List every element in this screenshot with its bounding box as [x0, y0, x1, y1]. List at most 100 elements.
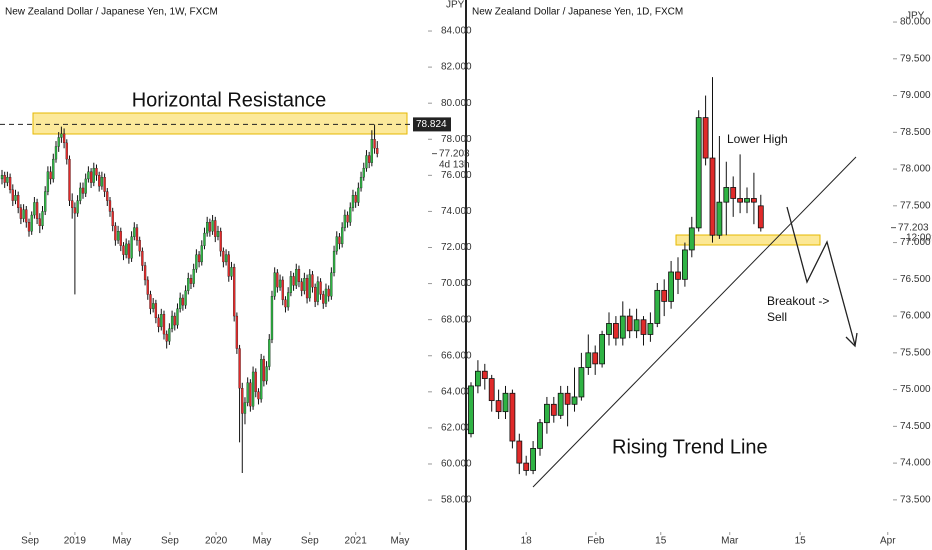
- candle: [160, 308, 163, 331]
- y-tick-label: 74.500: [900, 421, 931, 432]
- y-tick-label: 79.000: [900, 90, 931, 101]
- candle: [8, 173, 12, 194]
- candle: [509, 389, 516, 449]
- candle-body: [537, 422, 543, 449]
- candle-body: [68, 158, 71, 201]
- candle: [351, 189, 355, 212]
- candle: [330, 267, 333, 300]
- candle: [184, 285, 187, 309]
- candle: [206, 216, 209, 237]
- candle-body: [702, 117, 709, 159]
- candle-body: [303, 278, 306, 291]
- candle: [98, 171, 101, 192]
- candle-body: [300, 281, 303, 291]
- candle: [195, 249, 198, 273]
- candle-body: [160, 314, 163, 328]
- candle: [127, 240, 131, 264]
- x-tick-label: 2020: [205, 536, 228, 547]
- candle: [73, 202, 77, 295]
- candle-body: [723, 187, 730, 203]
- candle: [222, 247, 225, 268]
- candle: [60, 126, 63, 143]
- countdown: 12:00:43: [906, 232, 932, 243]
- candle: [211, 215, 214, 235]
- candle-body: [203, 232, 206, 246]
- candle: [41, 206, 44, 230]
- candle-body: [341, 227, 344, 245]
- candle-body: [243, 402, 247, 414]
- candle: [49, 166, 52, 185]
- x-tick-label: 2021: [345, 536, 368, 547]
- candle-body: [119, 231, 122, 246]
- candle-body: [370, 139, 374, 163]
- candle: [324, 283, 328, 308]
- candle-body: [633, 319, 640, 332]
- candle-body: [0, 175, 4, 180]
- candle: [68, 155, 71, 207]
- candle-body: [376, 148, 379, 154]
- y-tick-label: 76.000: [900, 311, 931, 322]
- candle: [276, 269, 279, 293]
- y-tick-label: 80.000: [900, 17, 931, 28]
- candle-body: [46, 171, 50, 192]
- candle: [654, 283, 661, 328]
- candle-body: [502, 392, 509, 413]
- candle: [168, 323, 171, 345]
- candle: [224, 249, 228, 266]
- candle: [335, 231, 338, 255]
- y-tick-label: 60.000: [441, 459, 472, 470]
- candle: [176, 303, 179, 329]
- x-tick-label: 15: [655, 536, 667, 547]
- candle: [530, 441, 537, 475]
- candle: [260, 353, 263, 403]
- x-tick-label: Apr: [880, 536, 896, 547]
- candle-body: [224, 254, 228, 263]
- candle-body: [114, 225, 117, 241]
- candle-body: [599, 334, 606, 365]
- candle-body: [343, 214, 347, 228]
- candle: [3, 171, 6, 188]
- candle-body: [757, 205, 764, 229]
- candle-body: [106, 191, 109, 201]
- candle: [357, 182, 360, 207]
- candle-body: [65, 142, 68, 160]
- candle: [370, 130, 374, 167]
- candle: [468, 382, 474, 438]
- candle-body: [143, 265, 147, 281]
- candle: [284, 296, 287, 313]
- annotation: Lower High: [727, 132, 788, 146]
- y-tick-label: 66.000: [441, 350, 472, 361]
- candle-body: [81, 187, 85, 194]
- candle-body: [292, 276, 295, 286]
- candle: [268, 334, 271, 371]
- candle-body: [268, 339, 271, 367]
- candle: [106, 187, 109, 207]
- candle: [362, 162, 365, 181]
- candle: [368, 151, 371, 169]
- annotation: Breakout ->: [767, 294, 829, 308]
- candle: [17, 191, 20, 214]
- candle: [208, 218, 212, 237]
- candle-body: [14, 195, 17, 201]
- candle: [716, 135, 723, 239]
- candle-body: [550, 403, 557, 416]
- candle-body: [675, 271, 681, 280]
- candle-body: [281, 279, 284, 300]
- candle: [376, 141, 379, 158]
- candle: [314, 283, 317, 308]
- candle-body: [730, 187, 737, 199]
- candle: [612, 316, 619, 346]
- candle: [338, 233, 341, 250]
- y-tick-label: 75.000: [900, 384, 931, 395]
- candle: [27, 218, 31, 237]
- candle-body: [626, 315, 633, 332]
- candle-body: [192, 268, 195, 284]
- y-tick-label: 77.000: [900, 237, 931, 248]
- candle-body: [173, 315, 176, 326]
- candle-body: [688, 227, 695, 251]
- candle: [235, 312, 239, 354]
- candle: [119, 227, 122, 252]
- candle: [322, 290, 325, 309]
- candle: [488, 374, 495, 412]
